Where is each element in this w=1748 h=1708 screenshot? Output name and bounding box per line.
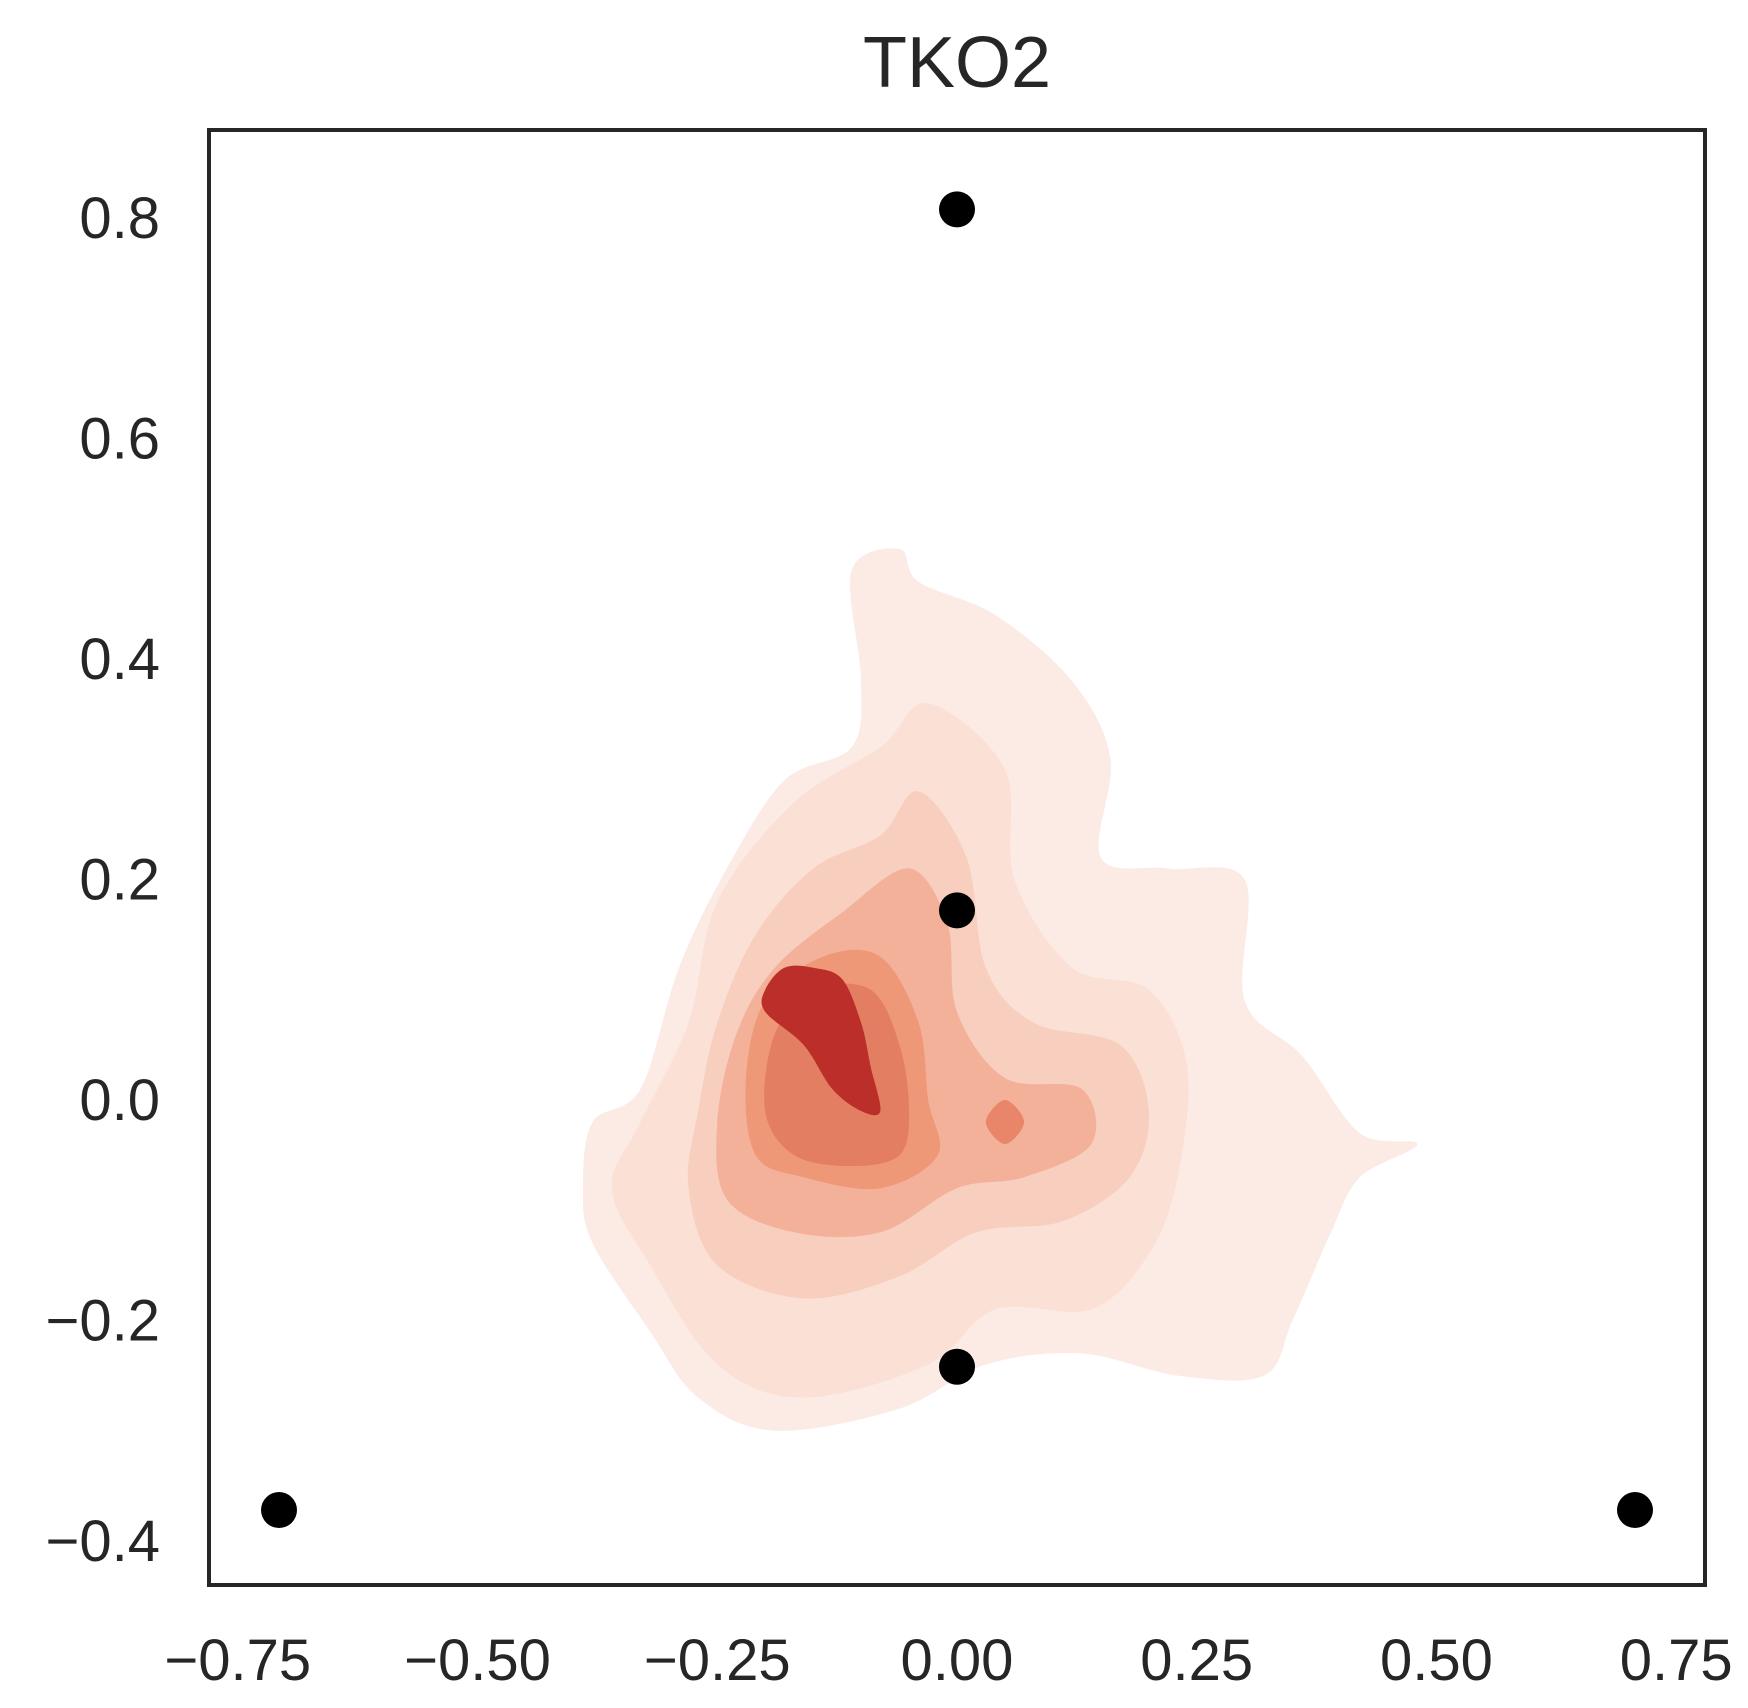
scatter-point-2	[939, 892, 975, 929]
y-tick-label: 0.6	[79, 407, 160, 472]
scatter-point-1	[939, 191, 975, 228]
scatter-point-4	[261, 1492, 298, 1529]
plot-frame	[207, 128, 1707, 1587]
y-tick-label: 0.8	[79, 186, 160, 251]
y-tick-label: −0.4	[46, 1509, 161, 1574]
x-tick-label: −0.25	[644, 1628, 791, 1693]
scatter-point-3	[939, 1348, 975, 1385]
y-tick-label: 0.2	[79, 848, 160, 913]
density-level-6	[985, 1100, 1025, 1145]
x-tick-label: −0.50	[404, 1628, 551, 1693]
x-tick-label: 0.75	[1620, 1628, 1733, 1693]
x-tick-label: −0.75	[164, 1628, 311, 1693]
scatter-points	[261, 191, 1653, 1529]
y-tick-label: −0.2	[46, 1288, 161, 1353]
scatter-point-5	[1616, 1492, 1653, 1529]
chart-title: TKO2	[863, 23, 1051, 103]
x-axis-ticks: −0.75 −0.50 −0.25 0.00 0.25 0.50 0.75	[164, 1628, 1732, 1693]
density-contours	[582, 548, 1418, 1431]
y-tick-label: 0.0	[79, 1068, 160, 1133]
x-tick-label: 0.00	[901, 1628, 1014, 1693]
density-level-8	[761, 965, 881, 1116]
x-tick-label: 0.50	[1380, 1628, 1493, 1693]
x-tick-label: 0.25	[1140, 1628, 1253, 1693]
y-axis-ticks: −0.4 −0.2 0.0 0.2 0.4 0.6 0.8	[46, 186, 161, 1574]
y-tick-label: 0.4	[79, 627, 160, 692]
